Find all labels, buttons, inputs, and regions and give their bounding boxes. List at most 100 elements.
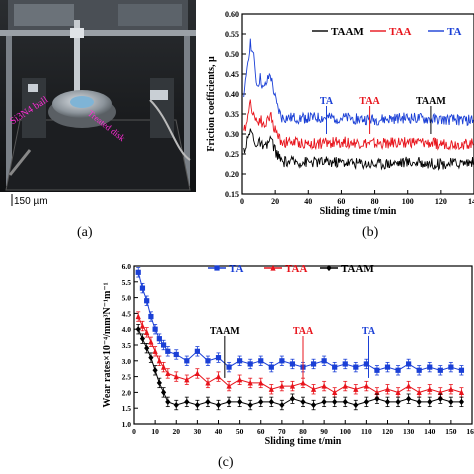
data-point-ta: [353, 364, 359, 370]
annotation-ta: TA: [362, 326, 376, 337]
data-point-taa: [279, 382, 285, 389]
data-point-taam: [416, 398, 422, 405]
data-point-ta: [226, 364, 232, 370]
x-tick-label: 40: [215, 427, 223, 436]
data-point-taam: [268, 398, 274, 405]
data-point-taam: [406, 395, 412, 402]
x-tick-label: 100: [340, 427, 352, 436]
y-tick-label: 0.15: [225, 190, 239, 199]
annotation-taa: TAA: [293, 326, 314, 337]
data-point-taam: [148, 354, 154, 361]
x-tick-label: 20: [271, 197, 279, 206]
data-point-taa: [289, 382, 296, 389]
data-point-ta: [205, 358, 211, 364]
y-tick-label: 0.40: [225, 90, 239, 99]
plot-frame: [241, 13, 474, 195]
data-point-taam: [384, 398, 391, 405]
data-point-ta: [152, 326, 158, 332]
data-point-taa: [374, 389, 380, 395]
data-point-ta: [406, 361, 412, 367]
data-point-ta: [310, 361, 317, 367]
data-point-taa: [332, 389, 338, 395]
data-point-ta: [448, 364, 454, 370]
data-point-ta: [148, 313, 154, 320]
data-point-ta: [321, 358, 327, 364]
x-tick-label: 90: [320, 427, 328, 436]
panel-a-label: (a): [77, 225, 93, 240]
data-point-ta: [427, 364, 433, 370]
data-point-ta: [156, 336, 162, 342]
data-point-taa: [458, 389, 465, 395]
data-point-taam: [237, 398, 243, 405]
x-tick-label: 160: [466, 427, 474, 436]
data-point-taam: [342, 398, 348, 405]
y-tick-label: 0.50: [225, 50, 239, 59]
data-point-taa: [406, 382, 412, 389]
data-point-taam: [258, 398, 264, 405]
data-point-taa: [144, 329, 150, 335]
data-point-taa: [300, 379, 306, 386]
data-point-taam: [156, 379, 162, 387]
data-point-ta: [374, 367, 380, 373]
data-point-taa: [205, 379, 211, 386]
data-point-taam: [427, 398, 433, 405]
data-point-taa: [237, 376, 243, 383]
data-point-taa: [215, 373, 222, 380]
series-line-taam: [243, 128, 474, 171]
series-line-taa: [243, 99, 474, 151]
data-point-taa: [247, 379, 253, 386]
data-point-taam: [363, 398, 369, 405]
data-point-taam: [332, 398, 338, 405]
scale-bar-label: 150 µm: [14, 196, 48, 207]
data-point-ta: [135, 269, 141, 275]
x-tick-label: 140: [424, 427, 436, 436]
data-point-ta: [173, 351, 179, 358]
data-point-ta: [139, 285, 146, 291]
data-point-taa: [384, 386, 391, 392]
data-point-taa: [321, 382, 327, 389]
data-point-taa: [363, 382, 369, 389]
data-point-taam: [374, 395, 380, 402]
y-tick-label: 6.0: [122, 262, 132, 271]
x-tick-label: 70: [278, 427, 286, 436]
data-point-ta: [215, 355, 222, 361]
tribometer-photo: Si3N4 ball Treated disk 150 µm: [0, 0, 196, 212]
data-point-taam: [458, 398, 465, 405]
data-point-taa: [152, 348, 158, 354]
legend-label-taa: TAA: [389, 26, 411, 38]
data-point-taam: [437, 395, 443, 402]
x-tick-label: 50: [236, 427, 244, 436]
data-point-taa: [427, 386, 433, 392]
y-tick-label: 0.20: [225, 170, 239, 179]
y-tick-label: 2.0: [122, 388, 132, 397]
data-point-taam: [135, 326, 141, 333]
data-point-taam: [139, 335, 146, 342]
data-point-ta: [384, 364, 391, 370]
data-point-taa: [342, 382, 348, 389]
data-point-taam: [300, 398, 306, 405]
x-tick-label: 0: [132, 427, 136, 436]
legend-marker-taa: [270, 264, 276, 271]
y-tick-label: 0.60: [225, 10, 239, 19]
x-tick-label: 120: [435, 197, 447, 206]
data-point-taa: [148, 338, 154, 345]
data-point-taa: [184, 376, 190, 383]
series-line-ta: [243, 38, 474, 127]
data-point-taa: [194, 370, 200, 377]
data-point-ta: [458, 367, 465, 373]
data-point-taam: [205, 398, 211, 405]
legend-marker-ta: [214, 265, 220, 271]
panel-b-label: (b): [362, 225, 379, 240]
data-point-taa: [173, 373, 179, 380]
y-tick-label: 0.45: [225, 70, 239, 79]
y-tick-label: 4.5: [122, 309, 132, 318]
data-point-taa: [448, 386, 454, 392]
y-tick-label: 3.5: [122, 341, 132, 350]
x-tick-label: 130: [403, 427, 415, 436]
data-point-ta: [332, 364, 338, 370]
data-point-taam: [395, 398, 401, 405]
x-tick-label: 80: [299, 427, 307, 436]
legend-label-taam: TAAM: [341, 263, 374, 275]
